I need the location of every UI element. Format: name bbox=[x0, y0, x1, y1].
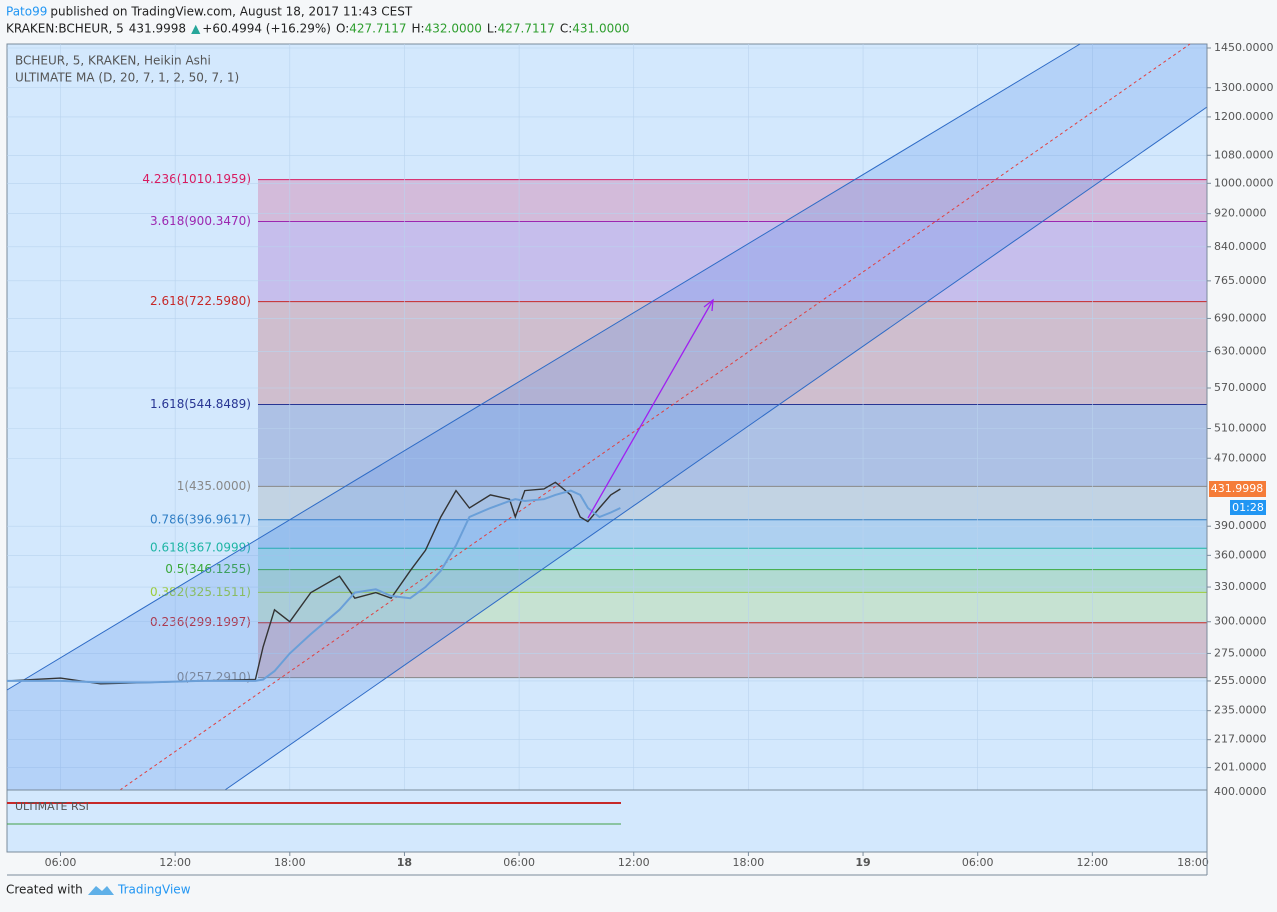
fib-band bbox=[258, 179, 1207, 222]
fib-bands: 4.236(1010.1959) 3.618(900.3470) 2.618(722… bbox=[142, 172, 1207, 684]
x-tick-label: 18 bbox=[397, 856, 412, 869]
fib-band bbox=[258, 548, 1207, 570]
y-tick-label: 390.0000 bbox=[1214, 519, 1267, 532]
y-tick-label: 275.0000 bbox=[1214, 646, 1267, 659]
x-tick-label: 06:00 bbox=[45, 856, 77, 869]
change: +60.4994 (+16.29%) bbox=[202, 22, 331, 36]
brand-icon bbox=[88, 886, 114, 895]
x-tick-label: 06:00 bbox=[503, 856, 535, 869]
fib-band bbox=[258, 301, 1207, 405]
x-tick-label: 12:00 bbox=[1076, 856, 1108, 869]
countdown: 01:28 bbox=[1232, 501, 1264, 514]
footer-created: Created with bbox=[6, 883, 83, 897]
symbol-line: KRAKEN:BCHEUR, 5 431.9998 ▲ +60.4994 (+16.2… bbox=[6, 22, 630, 36]
indicator-axis-label: 400.0000 bbox=[1214, 785, 1267, 798]
countdown-box bbox=[1230, 500, 1266, 515]
ohlc-value: 431.0000 bbox=[572, 22, 629, 36]
y-tick-label: 1300.0000 bbox=[1214, 81, 1274, 94]
legend-main: BCHEUR, 5, KRAKEN, Heikin Ashi bbox=[15, 54, 211, 68]
x-tick-label: 06:00 bbox=[962, 856, 994, 869]
y-tick-label: 570.0000 bbox=[1214, 381, 1267, 394]
x-tick-label: 12:00 bbox=[618, 856, 650, 869]
ohlc-value: 427.7117 bbox=[498, 22, 555, 36]
y-tick-label: 255.0000 bbox=[1214, 674, 1267, 687]
price-label: 431.9998 bbox=[1211, 482, 1264, 495]
y-tick-label: 217.0000 bbox=[1214, 733, 1267, 746]
fib-band bbox=[258, 622, 1207, 678]
y-tick-label: 330.0000 bbox=[1214, 580, 1267, 593]
y-tick-label: 360.0000 bbox=[1214, 548, 1267, 561]
ohlc-value: 427.7117 bbox=[349, 22, 406, 36]
fib-band bbox=[258, 519, 1207, 549]
y-tick-label: 1000.0000 bbox=[1214, 176, 1274, 189]
footer-brand: TradingView bbox=[117, 883, 191, 897]
channel-upper bbox=[6, 43, 1081, 691]
arrow-line bbox=[587, 299, 714, 519]
fib-label: 1.618(544.8489) bbox=[150, 397, 251, 411]
fib-label: 2.618(722.5980) bbox=[150, 294, 251, 308]
y-tick-label: 690.0000 bbox=[1214, 311, 1267, 324]
ohlc-value: 432.0000 bbox=[425, 22, 482, 36]
x-tick-label: 18:00 bbox=[274, 856, 306, 869]
channel-mid bbox=[119, 43, 1191, 791]
arrow-head bbox=[703, 298, 714, 312]
y-tick-label: 201.0000 bbox=[1214, 761, 1267, 774]
legend-ma: ULTIMATE MA (D, 20, 7, 1, 2, 50, 7, 1) bbox=[15, 71, 239, 85]
x-tick-label: 18:00 bbox=[733, 856, 765, 869]
symbol: KRAKEN:BCHEUR, 5 bbox=[6, 22, 124, 36]
y-tick-label: 840.0000 bbox=[1214, 240, 1267, 253]
ohlc-key: L: bbox=[487, 22, 498, 36]
ohlc-key: H: bbox=[412, 22, 425, 36]
channel-fill bbox=[7, 44, 1207, 790]
series-line bbox=[7, 489, 621, 684]
fib-label: 3.618(900.3470) bbox=[150, 214, 251, 228]
y-tick-label: 765.0000 bbox=[1214, 274, 1267, 287]
author: Pato99 bbox=[6, 5, 47, 19]
fib-band bbox=[258, 221, 1207, 302]
y-tick-label: 1200.0000 bbox=[1214, 110, 1274, 123]
fib-band bbox=[258, 592, 1207, 623]
channel-lower bbox=[224, 106, 1208, 791]
series-line bbox=[6, 481, 621, 685]
published: published on TradingView.com, August 18,… bbox=[50, 5, 412, 19]
grid: 1450.0000 1300.0000 1200.0000 1080.0000 1000… bbox=[7, 41, 1274, 869]
price-box bbox=[1209, 481, 1266, 497]
plot-area bbox=[6, 43, 1208, 853]
fib-band bbox=[258, 569, 1207, 593]
indicator-pane bbox=[6, 789, 1208, 853]
fib-band bbox=[258, 404, 1207, 487]
y-tick-label: 1450.0000 bbox=[1214, 41, 1274, 54]
fib-label: 1(435.0000) bbox=[177, 479, 251, 493]
last: 431.9998 bbox=[129, 22, 186, 36]
x-tick-label: 18:00 bbox=[1177, 856, 1209, 869]
series bbox=[6, 481, 621, 685]
y-tick-label: 300.0000 bbox=[1214, 615, 1267, 628]
y-tick-label: 1080.0000 bbox=[1214, 148, 1274, 161]
y-tick-label: 630.0000 bbox=[1214, 345, 1267, 358]
x-tick-label: 19 bbox=[855, 856, 870, 869]
ohlc-key: C: bbox=[560, 22, 572, 36]
fib-label: 4.236(1010.1959) bbox=[142, 172, 251, 186]
y-tick-label: 235.0000 bbox=[1214, 704, 1267, 717]
y-tick-label: 920.0000 bbox=[1214, 207, 1267, 220]
y-tick-label: 510.0000 bbox=[1214, 422, 1267, 435]
y-tick-label: 470.0000 bbox=[1214, 451, 1267, 464]
fib-band bbox=[258, 486, 1207, 520]
fib-label: 0.786(396.9617) bbox=[150, 512, 251, 526]
indicator-title: ULTIMATE RSI bbox=[15, 800, 89, 813]
x-tick-label: 12:00 bbox=[159, 856, 191, 869]
arrow: ▲ bbox=[191, 22, 201, 36]
ohlc-key: O: bbox=[336, 22, 349, 36]
